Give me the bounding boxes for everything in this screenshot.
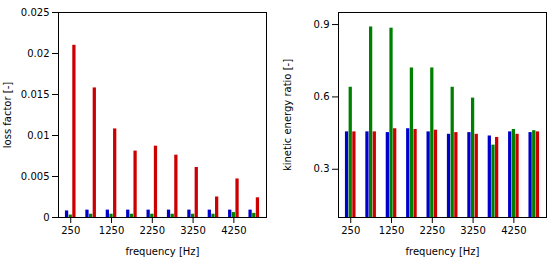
svg-text:frequency [Hz]: frequency [Hz]: [126, 246, 200, 257]
svg-text:0.02: 0.02: [27, 48, 49, 59]
svg-text:0.9: 0.9: [314, 19, 330, 30]
svg-text:0.015: 0.015: [21, 89, 50, 100]
svg-text:0.3: 0.3: [314, 163, 330, 174]
svg-text:1250: 1250: [379, 225, 404, 236]
svg-text:1250: 1250: [99, 225, 124, 236]
svg-text:0.025: 0.025: [21, 7, 50, 18]
svg-text:loss factor [-]: loss factor [-]: [2, 82, 13, 148]
svg-text:4250: 4250: [501, 225, 526, 236]
svg-text:3250: 3250: [180, 225, 205, 236]
svg-text:250: 250: [61, 225, 80, 236]
svg-text:4250: 4250: [221, 225, 246, 236]
svg-text:2250: 2250: [420, 225, 445, 236]
svg-text:frequency [Hz]: frequency [Hz]: [406, 246, 480, 257]
svg-text:0.005: 0.005: [21, 171, 50, 182]
svg-text:2250: 2250: [140, 225, 165, 236]
svg-text:0.6: 0.6: [314, 91, 330, 102]
svg-text:250: 250: [341, 225, 360, 236]
svg-text:3250: 3250: [460, 225, 485, 236]
svg-text:0: 0: [43, 212, 49, 223]
svg-text:0.01: 0.01: [27, 130, 49, 141]
svg-text:kinetic energy ratio [-]: kinetic energy ratio [-]: [282, 59, 293, 171]
